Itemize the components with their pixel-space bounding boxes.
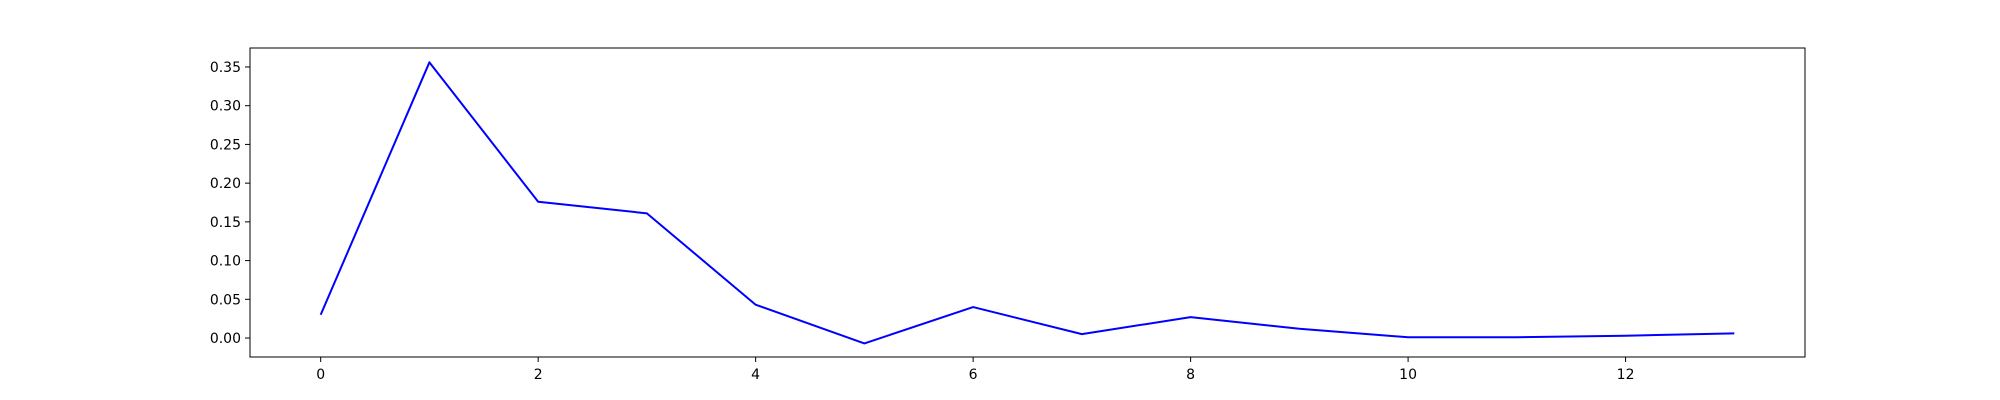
series-line: [319, 61, 1735, 345]
y-tick-label: 0.05: [210, 292, 241, 308]
x-axis: 0 2 4 6 8 10 12: [316, 357, 1634, 383]
y-tick-label: 0.30: [210, 99, 241, 115]
y-tick-label: 0.10: [210, 254, 241, 270]
y-tick-label: 0.00: [210, 331, 241, 347]
y-tick-label: 0.35: [210, 60, 241, 76]
x-tick-label: 10: [1399, 367, 1417, 383]
y-tick-label: 0.20: [210, 176, 241, 192]
x-tick-label: 6: [969, 367, 978, 383]
x-tick-label: 12: [1617, 367, 1635, 383]
x-tick-label: 2: [534, 367, 543, 383]
y-axis: 0.00 0.05 0.10 0.15 0.20 0.25 0.30 0.35: [210, 60, 250, 347]
y-tick-label: 0.25: [210, 137, 241, 153]
plot-frame: [249, 47, 1806, 358]
x-tick-label: 0: [316, 367, 325, 383]
x-tick-label: 4: [751, 367, 760, 383]
x-tick-label: 8: [1186, 367, 1195, 383]
y-tick-label: 0.15: [210, 215, 241, 231]
plot-area: [319, 61, 1735, 345]
